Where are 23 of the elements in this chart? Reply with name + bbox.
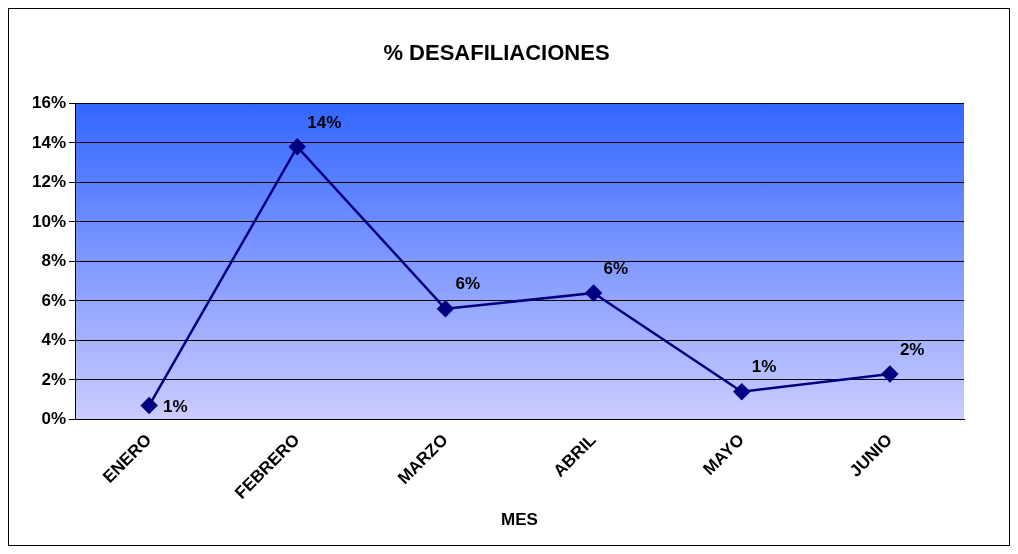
y-tick-label: 10% — [31, 211, 67, 231]
point — [140, 397, 158, 414]
point — [289, 138, 306, 156]
y-tick-label: 8% — [41, 251, 67, 271]
data-label: 14% — [307, 112, 342, 132]
point — [733, 383, 751, 400]
x-axis-title: MES — [501, 510, 538, 530]
y-tick-label: 12% — [31, 172, 67, 192]
data-label: 2% — [899, 339, 925, 359]
point — [585, 284, 602, 302]
y-tick-label: 0% — [41, 409, 67, 429]
data-label: 1% — [163, 397, 188, 417]
chart-title: % DESAFILIACIONES — [383, 40, 610, 66]
data-label: 1% — [751, 357, 777, 377]
point — [437, 300, 454, 318]
point — [881, 365, 899, 383]
y-tick-label: 14% — [31, 132, 67, 152]
y-tick-label: 2% — [41, 369, 67, 389]
y-tick-label: 4% — [41, 330, 67, 350]
data-label: 6% — [603, 258, 629, 278]
data-label: 6% — [455, 274, 481, 294]
y-tick-label: 6% — [41, 290, 67, 310]
y-tick-label: 16% — [31, 93, 67, 113]
